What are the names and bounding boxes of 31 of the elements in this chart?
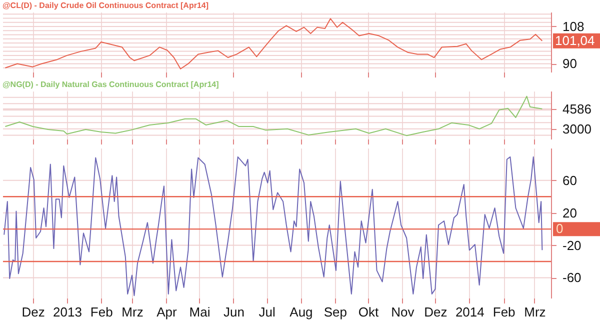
ref-line-label: 0: [556, 221, 564, 236]
x-tick-label: Dez: [22, 304, 45, 320]
x-tick-label: 2014: [455, 304, 484, 320]
x-tick-label: Mrz: [524, 304, 546, 320]
y-tick-label: 60: [562, 172, 577, 188]
x-tick-label: Sep: [324, 304, 347, 320]
chart-title: @NG(D) - Daily Natural Gas Continuous Contract [Apr14]: [2, 80, 220, 89]
line-series: [4, 156, 543, 296]
x-tick-label: Apr: [156, 304, 178, 320]
x-tick-label: Feb: [492, 304, 516, 320]
line-series: [4, 96, 543, 136]
chart-title: @CL(D) - Daily Crude Oil Continuous Contract [Apr14]: [2, 1, 209, 10]
y-tick-label: -60: [562, 270, 582, 286]
x-tick-label: Nov: [391, 304, 415, 320]
x-tick-label: Aug: [290, 304, 313, 320]
y-tick-label: 90: [562, 56, 577, 72]
x-tick-label: Okt: [358, 304, 379, 320]
x-tick-label: Mai: [189, 304, 210, 320]
x-tick-label: Mrz: [122, 304, 144, 320]
x-tick-label: Jul: [258, 304, 276, 320]
y-tick-label: -20: [562, 238, 582, 253]
x-tick-label: Feb: [90, 304, 113, 320]
x-tick-label: Jun: [223, 304, 244, 320]
y-tick-label: 108: [562, 18, 584, 34]
x-tick-label: 2013: [52, 304, 82, 320]
annotation: 101,04: [555, 32, 595, 48]
y-tick-label: 20: [562, 205, 577, 220]
line-series: [4, 18, 543, 70]
x-tick-label: Dez: [424, 304, 448, 320]
y-tick-label: 3000: [562, 121, 592, 136]
y-tick-label: 4586: [562, 101, 592, 116]
